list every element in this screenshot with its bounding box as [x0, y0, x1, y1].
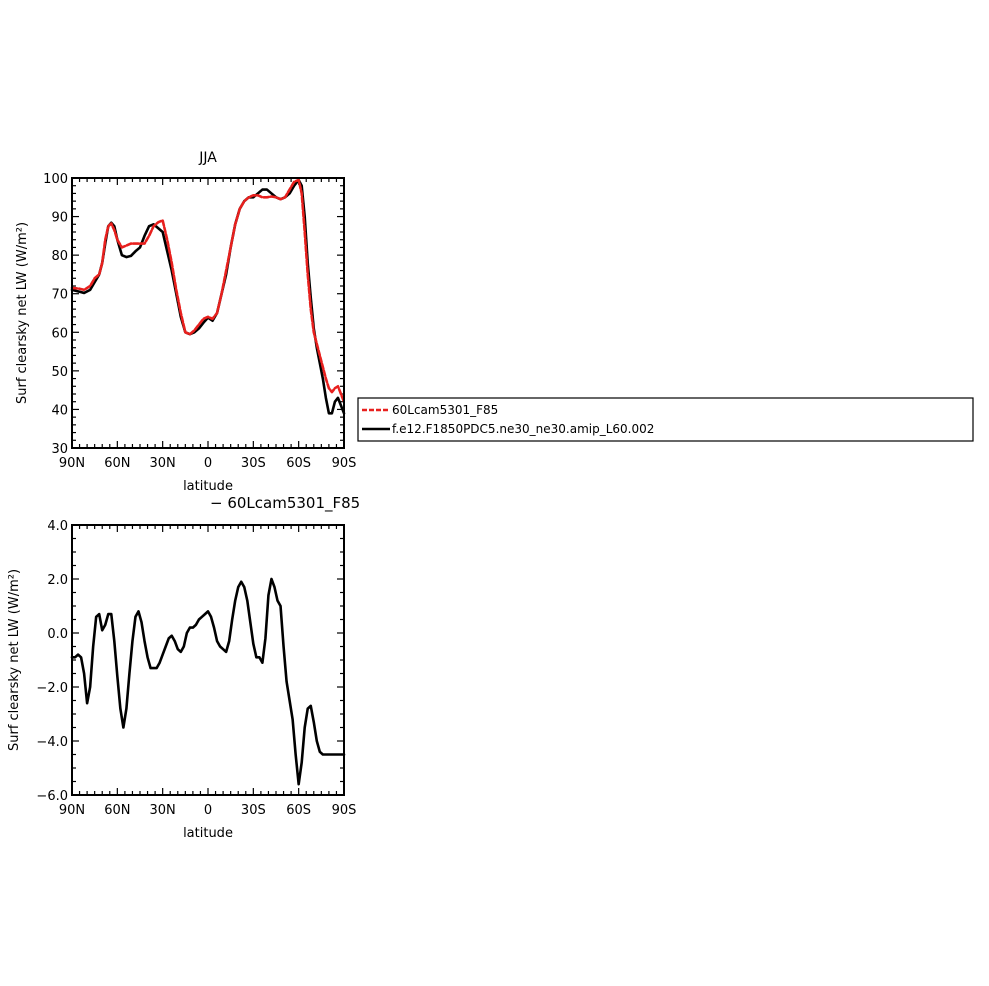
bottom-series-lines — [70, 577, 346, 786]
y-tick-label: −2.0 — [36, 681, 68, 696]
series-line-model — [70, 178, 346, 404]
top-plot-frame — [71, 177, 345, 449]
x-tick-label: 90N — [59, 803, 85, 818]
y-tick-label: 30 — [51, 442, 68, 457]
y-tick-label: 100 — [43, 172, 68, 187]
y-tick-label: 80 — [51, 249, 68, 264]
top-panel-title: JJA — [198, 150, 217, 166]
x-tick-label: 90N — [59, 456, 85, 471]
bottom-x-tick-labels: 90N 60N 30N 0 30S 60S 90S — [59, 803, 357, 818]
y-tick-label: −6.0 — [36, 789, 68, 804]
series-line-difference — [70, 577, 346, 786]
bottom-y-tick-labels: −6.0 −4.0 −2.0 0.0 2.0 4.0 — [36, 519, 68, 804]
y-tick-label: 40 — [51, 403, 68, 418]
x-tick-label: 60N — [104, 803, 130, 818]
y-tick-label: 2.0 — [47, 573, 68, 588]
y-tick-label: 60 — [51, 326, 68, 341]
top-series-lines — [70, 178, 346, 415]
x-tick-label: 30S — [241, 456, 266, 471]
y-tick-label: 4.0 — [47, 519, 68, 534]
legend-entry-control: f.e12.F1850PDC5.ne30_ne30.amip_L60.002 — [392, 422, 654, 436]
x-tick-label: 60S — [286, 456, 311, 471]
legend-entry-model: 60Lcam5301_F85 — [392, 403, 498, 417]
bottom-y-axis-label: Surf clearsky net LW (W/m²) — [7, 569, 22, 751]
bottom-panel: − 60Lcam5301_F85 90N 60N 30N 0 30S 60S 90S −6.… — [7, 494, 360, 841]
x-tick-label: 30S — [241, 803, 266, 818]
y-tick-label: 50 — [51, 365, 68, 380]
bottom-plot-frame — [71, 524, 345, 796]
x-tick-label: 0 — [204, 456, 212, 471]
legend: 60Lcam5301_F85 f.e12.F1850PDC5.ne30_ne30… — [357, 397, 974, 442]
x-tick-label: 60N — [104, 456, 130, 471]
x-tick-label: 90S — [332, 456, 357, 471]
x-tick-label: 0 — [204, 803, 212, 818]
x-tick-label: 30N — [150, 803, 176, 818]
y-tick-label: −4.0 — [36, 735, 68, 750]
y-tick-label: 0.0 — [47, 627, 68, 642]
x-tick-label: 60S — [286, 803, 311, 818]
x-tick-label: 30N — [150, 456, 176, 471]
top-y-axis-label: Surf clearsky net LW (W/m²) — [15, 222, 30, 404]
bottom-panel-title: − 60Lcam5301_F85 — [210, 494, 360, 513]
x-tick-label: 90S — [332, 803, 357, 818]
bottom-x-axis-label: latitude — [183, 826, 233, 841]
legend-box — [357, 397, 974, 442]
top-x-tick-labels: 90N 60N 30N 0 30S 60S 90S — [59, 456, 357, 471]
top-y-tick-labels: 30 40 50 60 70 80 90 100 — [43, 172, 68, 457]
y-tick-label: 90 — [51, 211, 68, 226]
top-panel: JJA 90N 60N 30N 0 30S 60S 90S 30 40 50 60 70 80 90 10… — [15, 150, 356, 494]
y-tick-label: 70 — [51, 288, 68, 303]
top-x-axis-label: latitude — [183, 479, 233, 494]
